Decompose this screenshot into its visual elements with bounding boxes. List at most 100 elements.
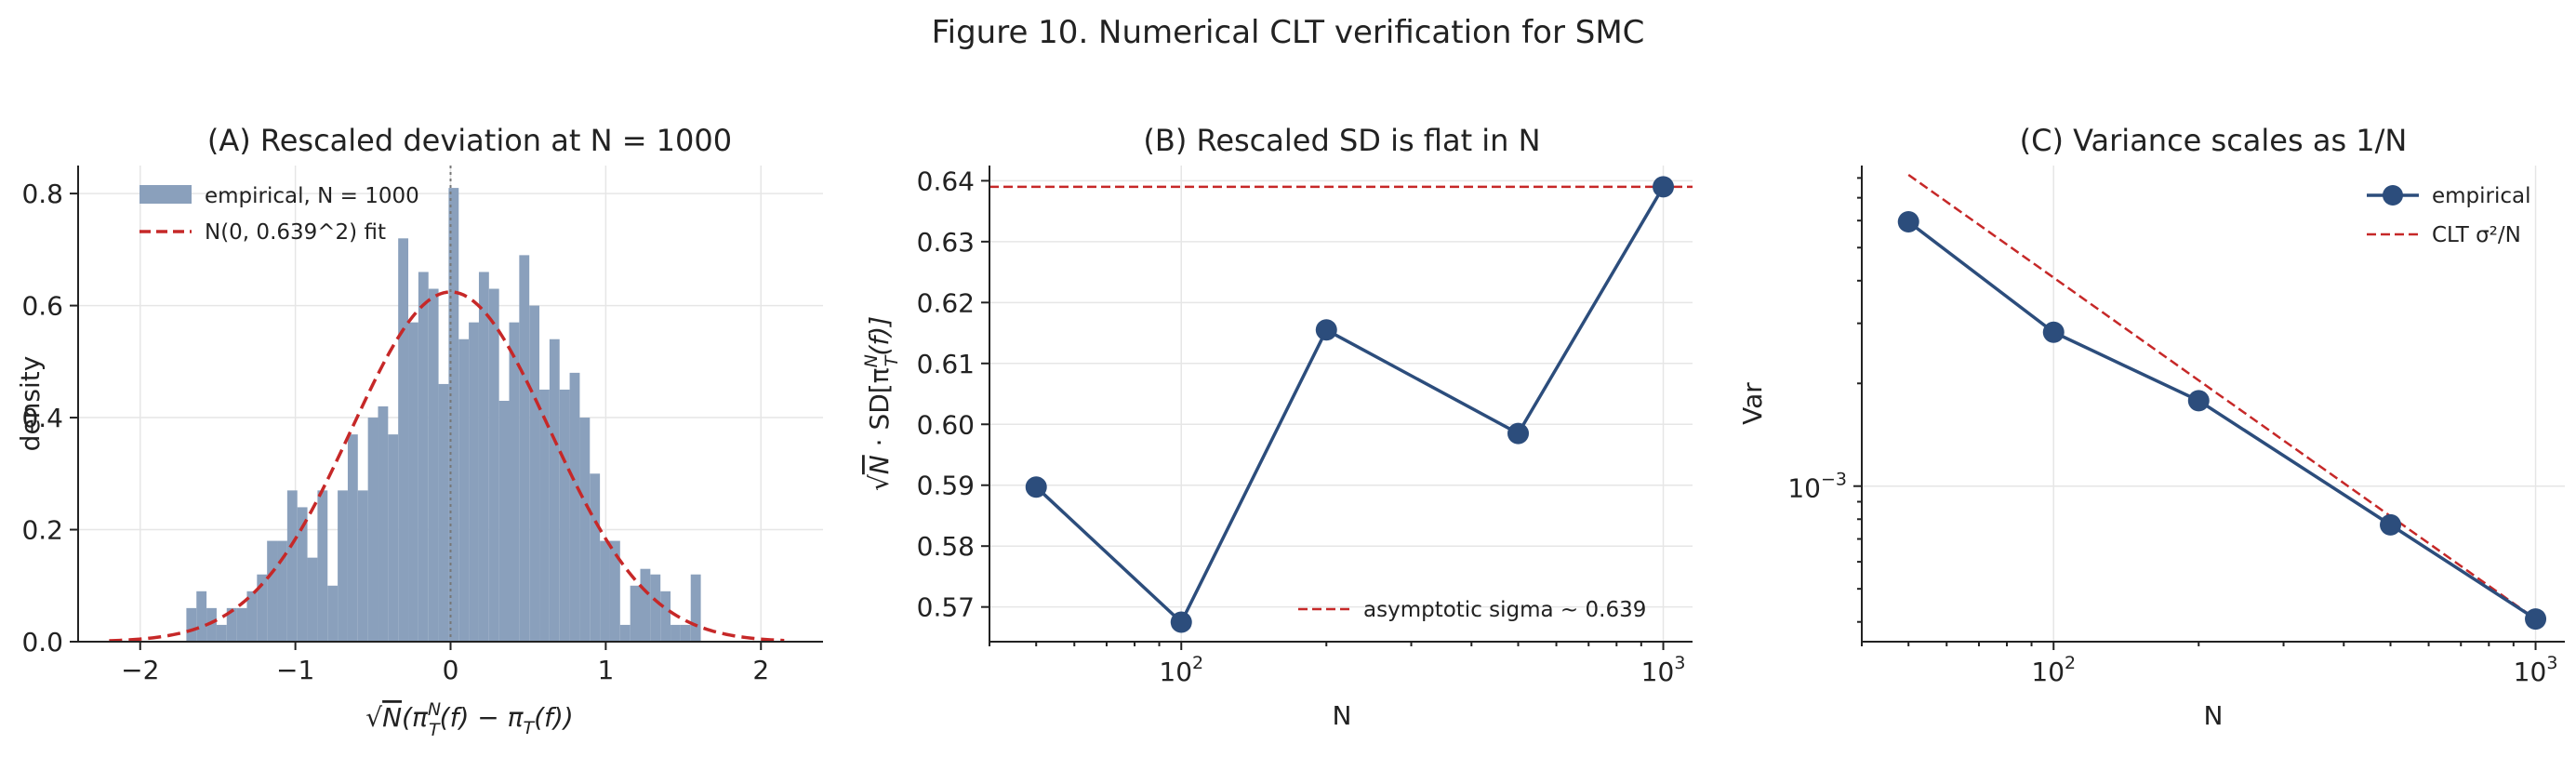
- histogram-bar: [286, 490, 298, 642]
- panel-c: (C) Variance scales as 1/N 102 103 10−3 N…: [1737, 123, 2565, 731]
- histogram-bar: [438, 383, 449, 642]
- panel-c-point: [2525, 608, 2547, 631]
- figure-title: Figure 10. Numerical CLT verification fo…: [932, 14, 1645, 51]
- panel-b-points: [1025, 176, 1675, 633]
- panel-b-grid: [989, 166, 1693, 642]
- histogram-bar: [509, 322, 520, 642]
- panel-b: (B) Rescaled SD is flat in N 102 103 0.57…: [861, 123, 1693, 731]
- panel-c-xtick-label-base: 10: [2514, 657, 2547, 687]
- histogram-bar: [579, 418, 591, 642]
- panel-c-legend: empirical CLT σ²/N: [2367, 184, 2531, 247]
- panel-a-xlabel-end: (f)): [534, 702, 574, 733]
- histogram-bar: [388, 434, 399, 642]
- panel-b-ylabel-sqrt: √: [864, 474, 895, 491]
- panel-a-histogram: [186, 188, 701, 642]
- panel-a-ytick-label: 0.2: [21, 515, 63, 546]
- panel-c-series-line: [1907, 220, 2537, 621]
- panel-b-xlabel: N: [1333, 700, 1352, 731]
- panel-a-legend-hist-swatch: [139, 185, 192, 204]
- panel-c-xtick-label-exp: 2: [2065, 653, 2076, 673]
- panel-b-point: [1170, 611, 1192, 633]
- panel-a-xlabel-sub2: T: [523, 718, 535, 738]
- panel-b-ytick-label: 0.64: [917, 166, 975, 196]
- panel-c-ytick-label-base: 10: [1787, 473, 1821, 504]
- panel-b-title: (B) Rescaled SD is flat in N: [1143, 123, 1540, 158]
- panel-c-x-ticks: 102 103: [1861, 642, 2557, 687]
- panel-b-ylabel: √N · SD[πNT(f)]: [861, 316, 902, 491]
- histogram-bar: [569, 372, 580, 642]
- panel-b-point: [1507, 422, 1530, 445]
- panel-c-grid: [1862, 166, 2565, 642]
- panel-a-normal-fit-curve: [109, 290, 785, 643]
- histogram-bar: [529, 305, 540, 642]
- histogram-bar: [671, 624, 681, 642]
- panel-b-ytick-label: 0.60: [917, 409, 975, 440]
- panel-a-xtick-label: 2: [752, 655, 769, 685]
- panel-a-ytick-label: 0.8: [21, 179, 63, 209]
- panel-c-clt-line: [1907, 173, 2537, 620]
- histogram-bar: [398, 238, 409, 642]
- panel-a-ytick-label: 0.0: [21, 627, 63, 657]
- histogram-bar: [257, 574, 268, 642]
- histogram-bar: [519, 255, 530, 642]
- panel-c-y-ticks: 10−3: [1787, 177, 1862, 623]
- panel-b-ytick-label: 0.58: [917, 531, 975, 562]
- histogram-bar: [539, 389, 550, 642]
- panel-b-ylabel-sub: T: [882, 354, 902, 366]
- histogram-bar: [448, 188, 459, 642]
- panel-b-xtick-label-exp: 3: [1674, 653, 1685, 673]
- histogram-bar: [338, 490, 348, 642]
- histogram-bar: [378, 406, 389, 642]
- panel-c-point: [2042, 321, 2065, 343]
- panel-a-xtick-label: −2: [121, 655, 159, 685]
- panel-c-xtick-label: 102: [2031, 653, 2076, 687]
- panel-a-xtick-label: 0: [443, 655, 459, 685]
- panel-a-legend: empirical, N = 1000 N(0, 0.639^2) fit: [139, 184, 419, 245]
- panel-c-legend-empirical-label: empirical: [2432, 184, 2531, 208]
- histogram-bar: [630, 585, 641, 642]
- histogram-bar: [619, 624, 631, 642]
- panel-b-ylabel-sd: · SD[π: [864, 367, 895, 455]
- panel-b-xtick-label-exp: 2: [1192, 653, 1203, 673]
- panel-c-ylabel: Var: [1737, 382, 1768, 425]
- histogram-bar: [559, 389, 570, 642]
- panel-a-ytick-label: 0.4: [21, 403, 63, 433]
- panel-c-ytick-label: 10−3: [1787, 470, 1847, 504]
- histogram-bar: [680, 624, 691, 642]
- panel-a-legend-hist-label: empirical, N = 1000: [205, 184, 419, 208]
- histogram-bar: [488, 288, 499, 642]
- panel-a-xlabel-pi: (π: [402, 702, 429, 733]
- panel-a-xlabel-mid: (f) − π: [440, 702, 524, 733]
- histogram-bar: [206, 607, 217, 642]
- panel-b-xtick-label-base: 10: [1159, 657, 1192, 687]
- panel-a-title: (A) Rescaled deviation at N = 1000: [207, 123, 732, 158]
- panel-a-xlabel: √N(πN T(f) − πT(f)): [365, 699, 573, 740]
- panel-b-ytick-label: 0.57: [917, 592, 975, 623]
- panel-a-ytick-label: 0.6: [21, 291, 63, 322]
- histogram-bar: [307, 557, 318, 642]
- histogram-bar: [317, 490, 328, 642]
- histogram-bar: [357, 490, 368, 642]
- histogram-bar: [469, 322, 479, 642]
- panel-b-ylabel-sup: N: [861, 354, 882, 367]
- histogram-bar: [367, 418, 378, 642]
- histogram-bar: [549, 339, 560, 642]
- panel-b-xtick-label: 103: [1641, 653, 1686, 687]
- histogram-bar: [186, 607, 197, 642]
- histogram-bar: [196, 591, 207, 642]
- panel-b-ylabel-n: N: [864, 455, 895, 474]
- histogram-bar: [640, 568, 651, 642]
- panel-a-legend-fit-label: N(0, 0.639^2) fit: [205, 220, 386, 245]
- histogram-bar: [236, 607, 247, 642]
- histogram-bar: [277, 540, 287, 642]
- panel-c-legend-empirical-marker: [2383, 185, 2403, 206]
- panel-b-series-line: [1035, 186, 1666, 625]
- panel-b-point: [1653, 176, 1675, 198]
- panel-b-xtick-label: 102: [1159, 653, 1203, 687]
- panel-b-point: [1315, 319, 1337, 341]
- histogram-bar: [478, 272, 489, 642]
- panel-b-ytick-label: 0.59: [917, 471, 975, 501]
- panel-a: (A) Rescaled deviation at N = 1000 −2 −1 0…: [15, 123, 823, 740]
- panel-b-legend-label: asymptotic sigma ~ 0.639: [1363, 598, 1646, 622]
- panel-c-points: [1897, 211, 2547, 631]
